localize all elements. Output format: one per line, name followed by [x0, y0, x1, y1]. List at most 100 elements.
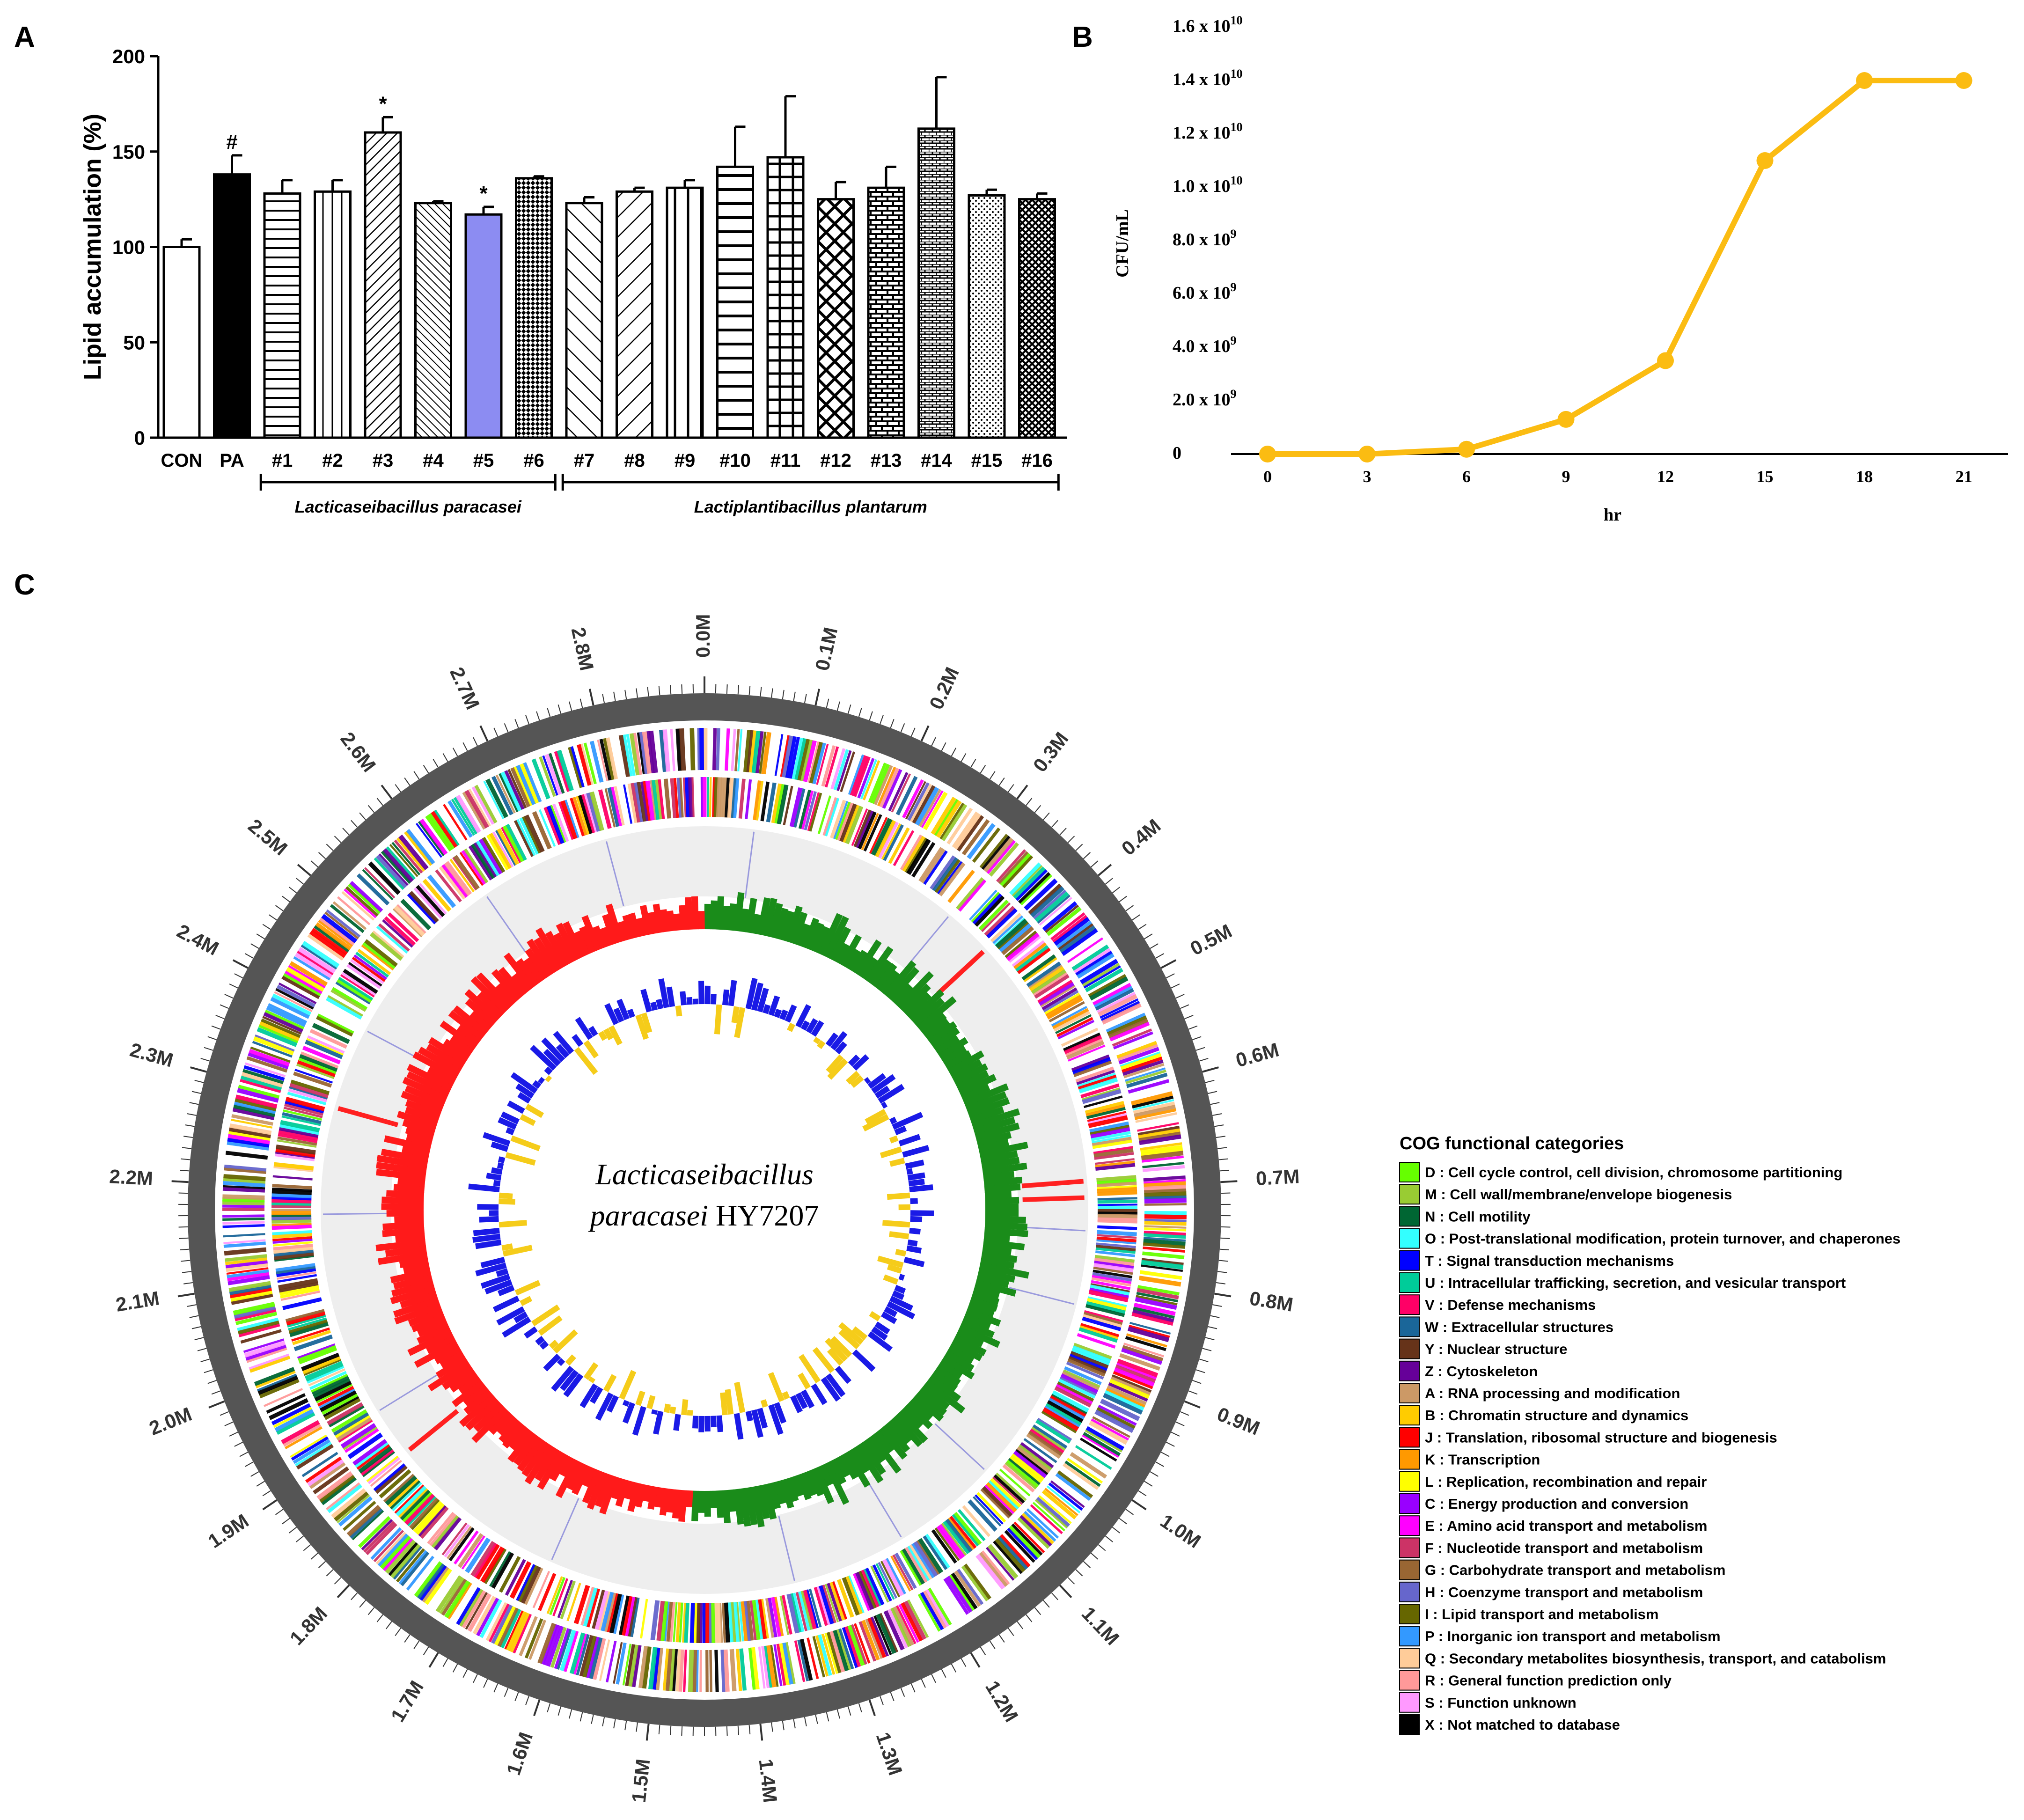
gc-content-bar [560, 1369, 579, 1391]
gc-content-bar [606, 1395, 619, 1413]
cds-feature [538, 1573, 557, 1611]
gc-content-bar [510, 1135, 541, 1152]
scale-tick [234, 973, 243, 979]
cds-feature [309, 1029, 348, 1049]
gc-skew-bar [679, 905, 688, 931]
gc-skew-bar [426, 1043, 465, 1070]
gc-skew-bar [611, 1477, 624, 1500]
cds-feature [388, 912, 419, 942]
scale-label: 0.3M [1029, 728, 1073, 776]
gc-skew-bar [756, 1484, 770, 1519]
scale-tick [557, 705, 562, 714]
cds-feature [491, 1552, 514, 1589]
gc-skew-bar [779, 1479, 794, 1509]
cds-feature [978, 1552, 1008, 1587]
scale-tick [737, 1725, 740, 1735]
scale-tick [1220, 1237, 1230, 1239]
cds-feature [748, 730, 758, 773]
gc-content-bar [616, 998, 630, 1020]
gc-skew-bar [375, 1239, 426, 1252]
cds-feature [592, 1637, 606, 1680]
cds-feature [670, 729, 675, 771]
cds-feature [1020, 874, 1052, 906]
cds-feature [337, 978, 373, 1003]
cds-feature [1141, 1258, 1184, 1266]
gc-skew-bar [976, 1274, 1010, 1288]
gc-skew-bar [869, 959, 892, 987]
cds-feature [303, 1358, 342, 1376]
cds-feature [688, 777, 694, 817]
scale-tick [211, 1025, 221, 1030]
gc-skew-bar [587, 1471, 607, 1510]
scale-tick [191, 1091, 201, 1094]
cds-feature [720, 1650, 726, 1692]
cds-feature [439, 865, 467, 900]
cds-feature [476, 1597, 499, 1637]
gc-skew-bar [384, 1135, 431, 1152]
cds-feature [905, 837, 929, 874]
cds-feature [837, 802, 855, 842]
legend-item-label: W : Extracellular structures [1425, 1319, 1613, 1335]
scale-tick [404, 777, 411, 786]
cds-feature [380, 1535, 411, 1570]
cds-feature [1120, 1051, 1161, 1067]
cds-feature [774, 734, 784, 776]
cds-feature [1116, 1362, 1157, 1380]
cds-feature [424, 1568, 452, 1605]
cds-feature [803, 740, 817, 782]
gc-content-bar [880, 1101, 888, 1109]
cds-feature [1096, 1242, 1136, 1248]
cds-feature [844, 1576, 863, 1615]
scale-tick [250, 943, 259, 949]
cds-feature [391, 842, 421, 876]
gc-skew-bar [411, 1313, 446, 1333]
gc-skew-bar [516, 958, 540, 987]
cds-feature [392, 1482, 422, 1512]
legend-item-label: X : Not matched to database [1425, 1717, 1620, 1733]
y-tick-label: 0 [134, 427, 145, 449]
cds-feature [233, 1301, 275, 1315]
scale-tick [1217, 1271, 1227, 1273]
cds-feature [980, 1488, 1010, 1519]
cds-feature [1079, 1438, 1117, 1462]
cds-feature [226, 1267, 269, 1275]
cds-feature [859, 1570, 880, 1608]
scale-tick [185, 1124, 195, 1127]
group-label: Lacticaseibacillus paracasei [295, 497, 522, 516]
cds-feature [338, 976, 374, 1001]
cds-feature [801, 790, 814, 830]
cds-feature [389, 1543, 421, 1578]
cds-feature [1064, 1035, 1102, 1055]
gc-skew-bar [382, 1221, 425, 1231]
cds-feature [524, 1567, 543, 1605]
cds-feature [649, 730, 658, 773]
cds-feature [789, 787, 803, 827]
cds-feature [909, 1544, 932, 1580]
scale-tick [296, 878, 304, 885]
cds-feature [347, 1432, 383, 1459]
cds-feature [1080, 959, 1118, 984]
cds-feature [272, 1236, 313, 1241]
cds-feature [361, 1519, 393, 1550]
scale-tick [1059, 1585, 1072, 1599]
x-tick-label: #2 [322, 450, 343, 471]
scale-tick [229, 983, 238, 989]
gc-skew-bar [813, 926, 830, 954]
cds-feature [915, 786, 939, 826]
cds-feature [554, 1628, 570, 1669]
cds-feature [311, 1375, 350, 1396]
gc-content-bar [710, 994, 717, 1005]
cds-feature [248, 1052, 289, 1070]
cds-feature [489, 832, 512, 869]
gc-content-bar [472, 1233, 501, 1243]
cds-feature [547, 1626, 564, 1667]
cds-feature [227, 1272, 270, 1282]
scale-tick [262, 1490, 271, 1497]
legend-item-label: L : Replication, recombination and repai… [1425, 1474, 1707, 1490]
cds-feature [245, 1343, 287, 1361]
cds-feature [985, 1547, 1015, 1581]
cds-feature [341, 891, 375, 921]
cds-feature [461, 849, 487, 885]
cds-feature [491, 1604, 513, 1644]
gc-content-bar [583, 1040, 599, 1058]
